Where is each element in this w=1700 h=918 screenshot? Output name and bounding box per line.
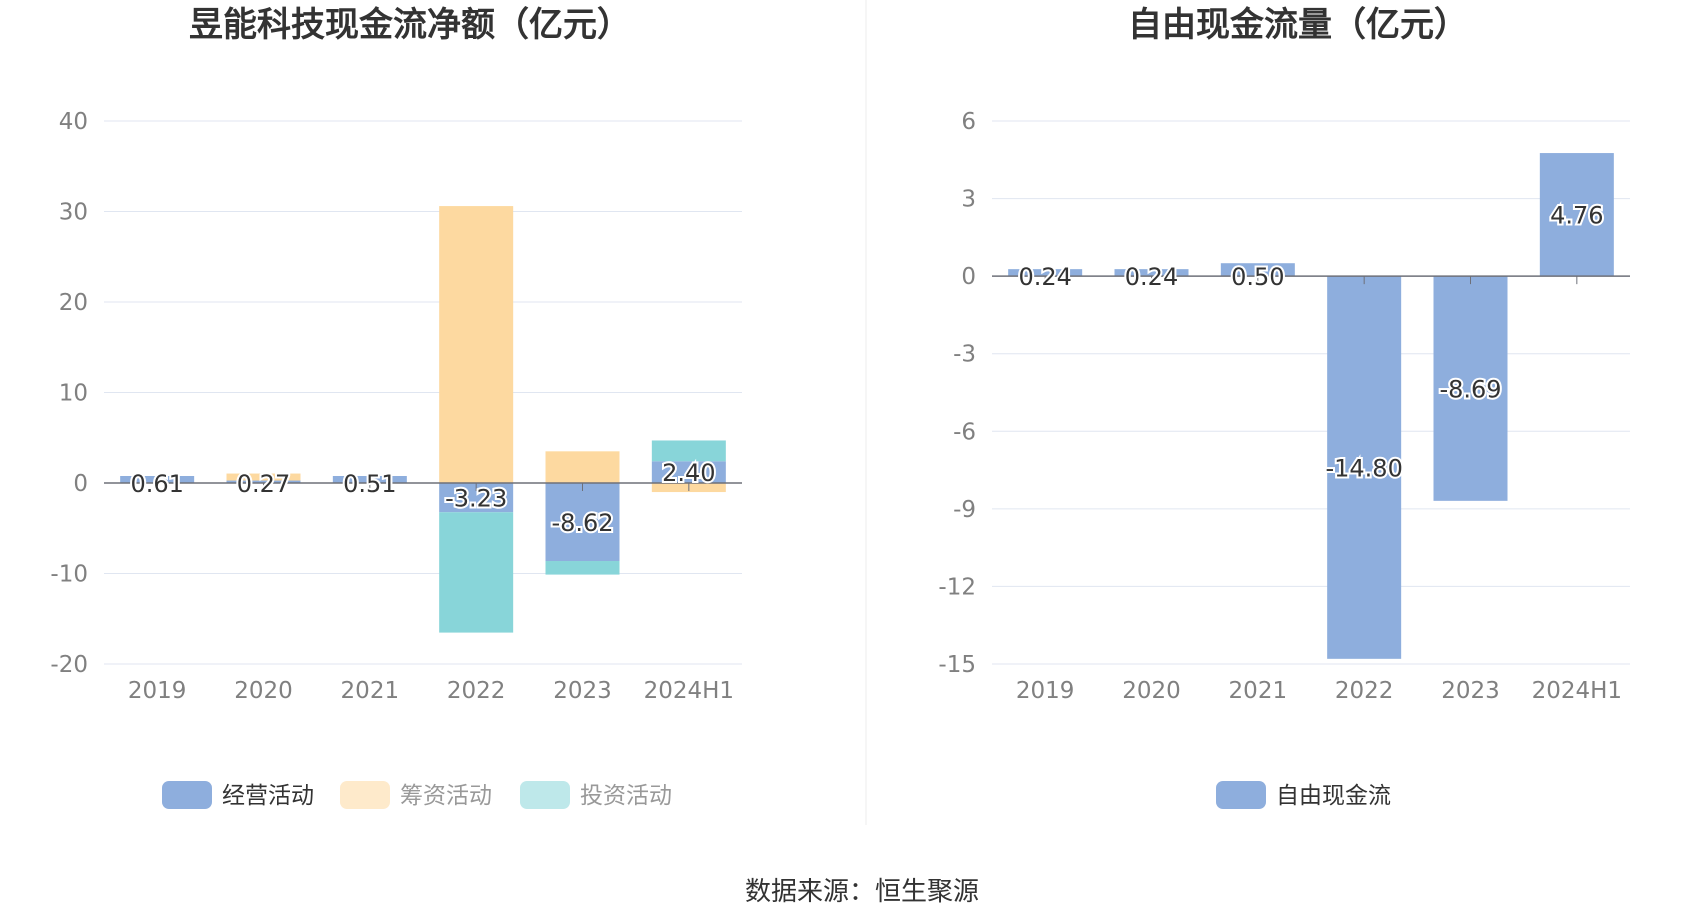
bar: [1008, 269, 1083, 277]
y-tick-label: 40: [59, 109, 88, 135]
bar: [226, 473, 301, 481]
data-label: -8.62: [551, 509, 613, 537]
y-tick-label: 6: [961, 109, 976, 135]
legend-swatch: [520, 781, 570, 809]
x-tick-label: 2020: [234, 678, 293, 704]
legend-label: 筹资活动: [400, 783, 492, 809]
bar: [1114, 269, 1189, 277]
data-label: 0.24: [1018, 263, 1071, 291]
y-tick-label: -6: [953, 419, 976, 445]
data-label: 2.40: [662, 459, 715, 487]
bar: [545, 561, 620, 575]
legend-label: 投资活动: [580, 783, 672, 809]
bar: [651, 461, 726, 483]
data-label: 0.51: [343, 470, 396, 498]
bar: [545, 451, 620, 483]
legend-label: 经营活动: [222, 783, 314, 809]
y-tick-label: 0: [73, 471, 88, 497]
x-tick-label: 2022: [447, 678, 506, 704]
chart-title-free-cash-flow: 自由现金流量（亿元）: [1128, 5, 1468, 45]
bar: [1433, 276, 1508, 501]
legend-swatch: [1216, 781, 1266, 809]
bar: [439, 206, 514, 483]
y-tick-label: 10: [59, 381, 88, 407]
data-label: 4.76: [1550, 202, 1603, 230]
y-tick-label: -3: [953, 342, 976, 368]
y-tick-label: -12: [938, 574, 976, 600]
data-label: 0.61: [130, 470, 183, 498]
x-tick-label: 2024H1: [1532, 678, 1622, 704]
x-tick-label: 2024H1: [644, 678, 734, 704]
y-tick-label: -9: [953, 497, 976, 523]
x-tick-label: 2021: [1229, 678, 1288, 704]
data-label: -8.69: [1439, 375, 1501, 403]
legend-swatch: [162, 781, 212, 809]
x-tick-label: 2020: [1122, 678, 1181, 704]
bar: [545, 483, 620, 562]
x-tick-label: 2019: [128, 678, 187, 704]
free-cash-flow-chart: 6 3 0 -3 -6 -9 -12 -15 2019 2020 2021 2022 2023 2024H…: [938, 109, 1630, 809]
cash-flow-chart: 40 30 20 10 0 -10 -20 2019 2020 2021 2022 2023 2024H…: [50, 109, 742, 809]
legend-label: 自由现金流: [1276, 783, 1391, 809]
data-label: -14.80: [1325, 454, 1402, 482]
y-tick-label: -20: [50, 652, 88, 678]
bar: [439, 512, 514, 633]
y-tick-label: -15: [938, 652, 976, 678]
x-tick-label: 2023: [553, 678, 612, 704]
y-tick-label: 3: [961, 187, 976, 213]
x-tick-label: 2019: [1016, 678, 1075, 704]
x-tick-label: 2021: [341, 678, 400, 704]
data-label: 0.50: [1231, 263, 1284, 291]
data-label: -3.23: [445, 485, 507, 513]
y-tick-label: 30: [59, 200, 88, 226]
bar: [1220, 263, 1295, 277]
y-tick-label: 0: [961, 264, 976, 290]
chart-title-cash-flow: 昱能科技现金流净额（亿元）: [189, 5, 631, 45]
y-tick-label: 20: [59, 290, 88, 316]
bar: [332, 476, 407, 483]
data-label: 0.24: [1125, 263, 1178, 291]
legend-swatch: [340, 781, 390, 809]
bar: [1327, 276, 1402, 659]
bar: [1539, 153, 1614, 277]
data-label: 0.27: [237, 470, 290, 498]
bar: [651, 440, 726, 462]
bar: [120, 476, 195, 483]
x-tick-label: 2022: [1335, 678, 1394, 704]
source-text: 数据来源：恒生聚源: [745, 877, 979, 907]
x-tick-label: 2023: [1441, 678, 1500, 704]
y-tick-label: -10: [50, 562, 88, 588]
